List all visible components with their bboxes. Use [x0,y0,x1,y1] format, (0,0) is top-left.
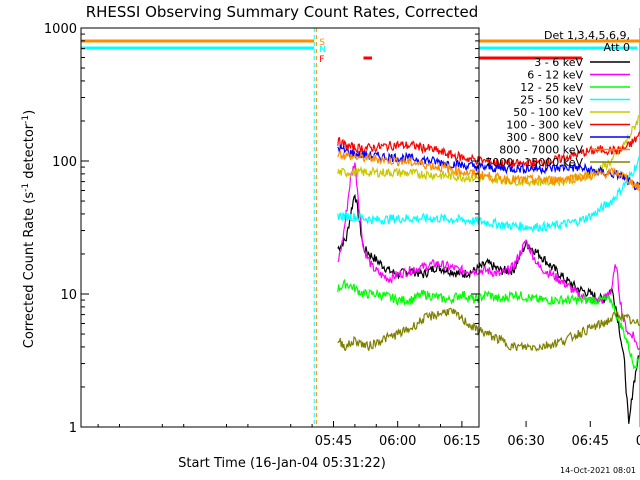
legend-label-3: 25 - 50 keV [520,94,583,107]
chart-title: RHESSI Observing Summary Count Rates, Co… [86,3,479,21]
legend-label-5: 100 - 300 keV [506,119,583,132]
series-line-5 [337,129,640,170]
legend-header-1: Att 0 [604,41,630,54]
x-tick-label-0: 05:45 [315,434,352,449]
legend-label-2: 12 - 25 keV [520,81,583,94]
legend-header-0: Det 1,3,4,5,6,9, [544,29,630,42]
y-tick-label-1: 10 [60,288,77,303]
plot-frame [80,27,480,428]
annotation-label-f: F [319,55,324,65]
legend-label-7: 800 - 7000 keV [499,144,583,157]
x-tick-label-4: 06:45 [572,434,609,449]
legend-label-1: 6 - 12 keV [527,69,583,82]
series-line-2 [337,278,640,370]
y-axis-label: Corrected Count Rate (s-1 detector-1) [21,110,37,348]
x-tick-label-1: 06:00 [379,434,416,449]
series-line-8 [337,307,640,352]
legend-label-8: 7000 - 15000 keV [485,156,583,169]
legend-label-6: 300 - 800 keV [506,131,583,144]
y-tick-label-2: 100 [52,155,77,170]
annotation-label-n: N [319,45,326,55]
chart-marks: SNF [80,28,640,427]
x-axis-label: Start Time (16-Jan-04 05:31:22) [178,456,386,471]
series-line-1 [337,162,640,351]
series-line-3 [337,155,640,234]
series-line-7 [337,148,640,192]
legend-label-4: 50 - 100 keV [513,106,583,119]
y-axis-ticks: 1 10 100 1000 [44,22,479,436]
x-tick-label-5: 07:00 [636,434,640,449]
x-axis-ticks: 05:45 06:00 06:15 06:30 06:45 07:00 [97,421,640,449]
legend-label-0: 3 - 6 keV [534,56,583,69]
y-tick-label-0: 1 [69,421,77,436]
y-tick-label-3: 1000 [44,22,77,37]
x-tick-label-3: 06:30 [507,434,544,449]
series-line-0 [337,193,640,424]
footer-timestamp: 14-Oct-2021 08:01 [560,466,636,475]
annotation-label-s: S [319,38,325,48]
x-tick-label-2: 06:15 [443,434,480,449]
